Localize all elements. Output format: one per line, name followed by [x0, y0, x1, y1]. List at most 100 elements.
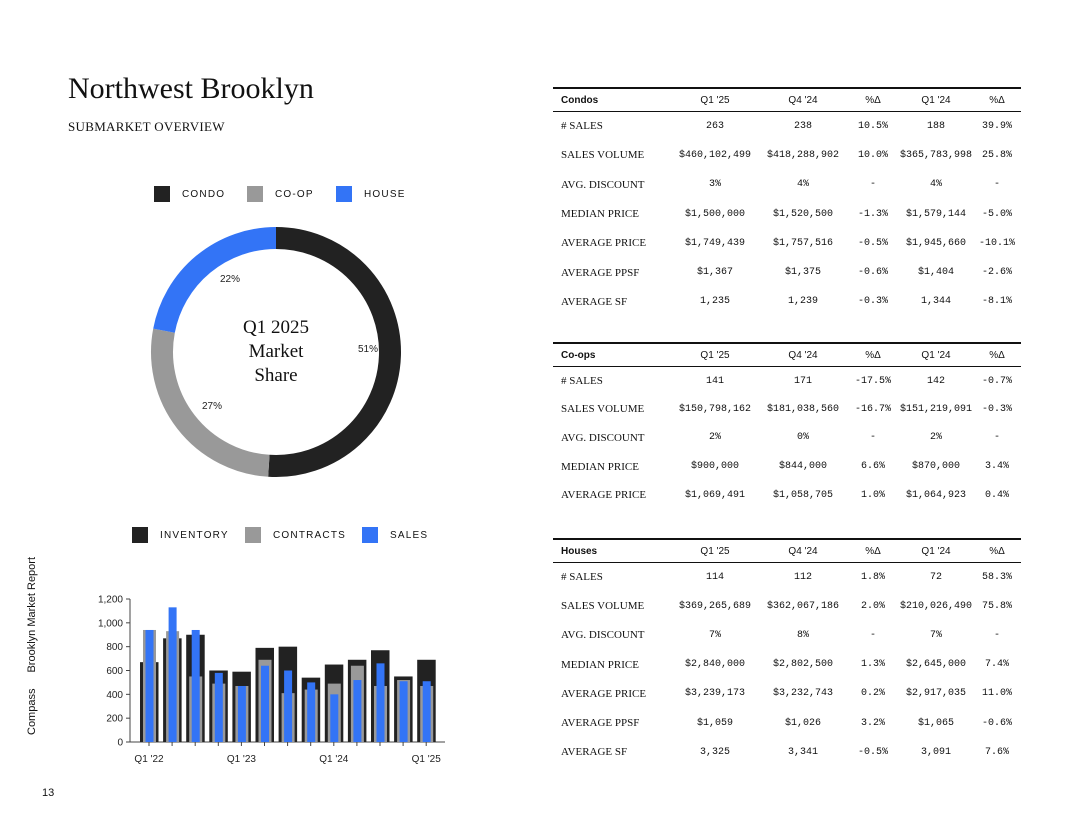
table-cell: -17.5% [854, 375, 891, 387]
table-cell: 3% [708, 179, 721, 191]
table-row: # SALES 263 238 10.5% 188 39.9% [553, 112, 1021, 141]
bar-sales [214, 672, 223, 742]
table-cell: 39.9% [981, 120, 1012, 132]
table-cell: $1,064,923 [905, 489, 966, 501]
table-cell: 7.4% [984, 659, 1009, 671]
table-cell: -0.5% [857, 746, 888, 758]
row-label: AVERAGE PRICE [561, 489, 647, 502]
y-tick-label: 400 [106, 690, 123, 701]
table-cell: 2% [929, 432, 942, 444]
page-number: 13 [42, 787, 55, 799]
table-cell: 4% [929, 179, 942, 191]
market-share-donut-chart [151, 227, 401, 477]
table-column-header: Q1 '24 [899, 87, 973, 112]
x-tick-label: Q1 '25 [412, 754, 442, 765]
table-column-header: Q1 '25 [671, 342, 759, 367]
legend-label-coop: CO-OP [275, 188, 314, 200]
table-section-title: Co-ops [553, 342, 671, 367]
y-tick-label: 0 [117, 738, 123, 749]
row-label: # SALES [561, 120, 603, 133]
side-brand: Compass [26, 688, 38, 735]
table-cell: 3,341 [787, 746, 818, 758]
bar-legend-inventory: INVENTORY [132, 527, 229, 543]
quarterly-bar-chart: 0 200 400 600 800 1,000 1,200 Q1 '22 Q1 '23 Q1 '2… [98, 595, 445, 765]
table-cell: -1.3% [857, 208, 888, 220]
condos-table: Condos Q1 '25 Q4 '24 %Δ Q1 '24 %Δ # SALES 263 23… [553, 87, 1021, 317]
table-cell: $1,059 [696, 717, 733, 729]
bar-sales [261, 665, 269, 742]
row-label: AVG. DISCOUNT [561, 629, 645, 642]
table-cell: $369,265,689 [678, 600, 751, 612]
table-cell: 3,325 [699, 746, 730, 758]
table-cell: $1,026 [784, 717, 821, 729]
row-label: AVERAGE SF [561, 295, 628, 308]
table-cell: $1,058,705 [772, 489, 833, 501]
coops-table: Co-ops Q1 '25 Q4 '24 %Δ Q1 '24 %Δ # SALES 141 17… [553, 342, 1021, 509]
bar-sales [168, 607, 177, 742]
row-label: AVG. DISCOUNT [561, 431, 645, 444]
table-cell: 0.4% [984, 489, 1009, 501]
table-cell: $210,026,490 [899, 600, 972, 612]
donut-slice-0 [268, 227, 401, 477]
table-row: AVG. DISCOUNT 3% 4% - 4% - [553, 170, 1021, 199]
table-cell: $460,102,499 [678, 149, 751, 161]
table-cell: $1,069,491 [684, 489, 745, 501]
table-column-header: Q1 '25 [671, 538, 759, 563]
houses-table: Houses Q1 '25 Q4 '24 %Δ Q1 '24 %Δ # SALES 114 11… [553, 538, 1021, 767]
table-cell: 11.0% [981, 688, 1012, 700]
y-tick-label: 1,200 [98, 595, 123, 606]
table-cell: 3.4% [984, 461, 1009, 473]
legend-label-condo: CONDO [182, 188, 226, 200]
y-tick-label: 1,000 [98, 618, 123, 629]
table-row: AVERAGE PPSF $1,367 $1,375 -0.6% $1,404 -2.6% [553, 258, 1021, 287]
table-cell: $2,802,500 [772, 659, 833, 671]
bar-sales [145, 629, 154, 742]
row-label: SALES VOLUME [561, 403, 645, 416]
y-tick-label: 600 [106, 666, 123, 677]
donut-center-line-1: Q1 2025 [243, 317, 309, 338]
table-row: SALES VOLUME $460,102,499 $418,288,902 10.0… [553, 141, 1021, 170]
table-row: # SALES 114 112 1.8% 72 58.3% [553, 563, 1021, 592]
table-cell: $1,375 [784, 267, 821, 279]
table-cell: -8.1% [981, 296, 1012, 308]
legend-label-contracts: CONTRACTS [273, 529, 347, 541]
table-row: AVERAGE PRICE $1,069,491 $1,058,705 1.0% $1,… [553, 481, 1021, 510]
row-label: MEDIAN PRICE [561, 208, 639, 221]
bar-sales [330, 694, 339, 742]
table-cell: 1.8% [860, 571, 885, 583]
page-title: Northwest Brooklyn [68, 72, 314, 105]
table-cell: - [869, 179, 876, 191]
table-cell: - [993, 432, 1000, 444]
table-cell: 75.8% [981, 600, 1012, 612]
table-cell: $181,038,560 [766, 403, 839, 415]
table-cell: 263 [705, 120, 724, 132]
table-cell: - [869, 432, 876, 444]
table-cell: 4% [796, 179, 809, 191]
bar-sales [237, 685, 246, 742]
bar-sales [284, 670, 293, 742]
table-cell: $1,579,144 [905, 208, 966, 220]
bar-sales [399, 681, 408, 742]
table-cell: $1,520,500 [772, 208, 833, 220]
table-cell: -10.1% [978, 237, 1015, 249]
donut-legend-condo: CONDO [154, 186, 225, 202]
legend-swatch-contracts [245, 527, 261, 543]
row-label: MEDIAN PRICE [561, 658, 639, 671]
table-row: MEDIAN PRICE $900,000 $844,000 6.6% $870,000… [553, 452, 1021, 481]
table-cell: - [869, 629, 876, 641]
table-cell: 10.5% [857, 120, 888, 132]
table-column-header: Q1 '24 [899, 538, 973, 563]
table-cell: - [993, 179, 1000, 191]
donut-legend-house: HOUSE [336, 186, 406, 202]
table-cell: $1,500,000 [684, 208, 745, 220]
legend-swatch-inventory [132, 527, 148, 543]
table-column-header: Q4 '24 [759, 538, 847, 563]
table-cell: $1,367 [696, 267, 733, 279]
row-label: MEDIAN PRICE [561, 460, 639, 473]
table-header-row: Co-ops Q1 '25 Q4 '24 %Δ Q1 '24 %Δ [553, 342, 1021, 367]
table-cell: $1,404 [917, 267, 954, 279]
row-label: # SALES [561, 375, 603, 388]
table-cell: 1,239 [787, 296, 818, 308]
table-cell: 142 [926, 375, 945, 387]
table-cell: 25.8% [981, 149, 1012, 161]
